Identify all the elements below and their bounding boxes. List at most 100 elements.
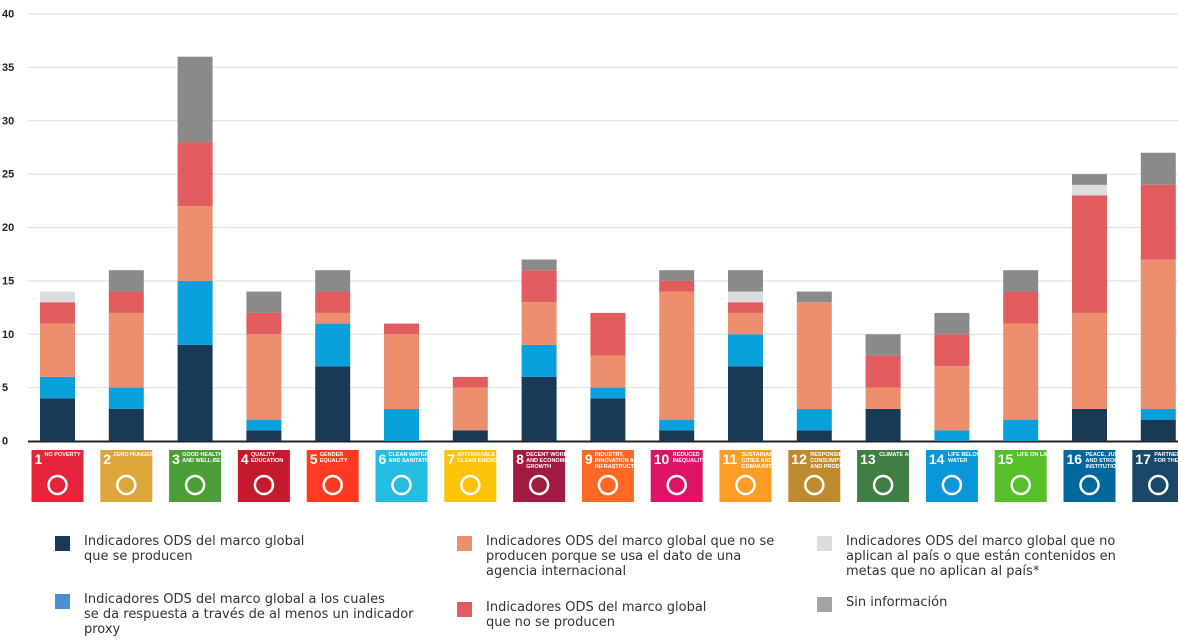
bar-segment bbox=[590, 398, 626, 441]
sdg-label: EQUALITY bbox=[320, 458, 348, 464]
sdg-pictogram-icon bbox=[666, 474, 687, 496]
sdg-label: FOR THE GOALS bbox=[1154, 458, 1178, 464]
bar-segment bbox=[1003, 270, 1039, 292]
sdg-label: COMMUNITIES bbox=[742, 464, 781, 470]
bar-segment bbox=[934, 430, 970, 441]
sdg-number: 9 bbox=[585, 451, 593, 467]
sdg-label: INNOVATION AND bbox=[595, 458, 642, 464]
bar-segment bbox=[246, 334, 282, 420]
sdg-label: GOOD HEALTH bbox=[182, 452, 222, 458]
sdg-label: AND WELL-BEING bbox=[182, 458, 230, 464]
sdg-number: 6 bbox=[379, 451, 387, 467]
sdg-number: 14 bbox=[929, 451, 945, 467]
legend-swatch bbox=[817, 536, 832, 551]
bar-segment bbox=[108, 387, 144, 409]
sdg-label: CITIES AND bbox=[742, 458, 773, 464]
sdg-number: 1 bbox=[35, 451, 43, 467]
sdg-label: LIFE BELOW bbox=[948, 452, 983, 458]
bar-segment bbox=[1003, 419, 1039, 441]
bar-segment bbox=[1003, 291, 1039, 324]
bar-segment bbox=[108, 291, 144, 313]
legend-item-produced: Indicadores ODS del marco global que se … bbox=[55, 534, 304, 564]
bar-segment bbox=[246, 430, 282, 441]
sdg-label: INFRASTRUCTURE bbox=[595, 464, 646, 470]
sdg-pictogram-icon bbox=[391, 474, 412, 496]
legend-item-no-info: Sin información bbox=[817, 595, 947, 612]
sdg-label: INDUSTRY, bbox=[595, 452, 624, 458]
legend: Indicadores ODS del marco global que se … bbox=[0, 528, 1178, 641]
sdg-label: AFFORDABLE AND bbox=[457, 452, 508, 458]
bar-segment bbox=[590, 355, 626, 388]
bar-segment bbox=[452, 376, 488, 388]
sdg-label: QUALITY bbox=[251, 452, 275, 458]
bar-segment bbox=[659, 280, 695, 292]
bar-segment bbox=[659, 270, 695, 281]
y-tick-label: 30 bbox=[2, 115, 14, 127]
bar-segment bbox=[728, 334, 763, 367]
legend-swatch bbox=[457, 536, 472, 551]
bar-segment bbox=[728, 312, 763, 335]
sdg-label: DECENT WORK bbox=[526, 452, 568, 458]
bar-segment bbox=[315, 291, 351, 313]
sdg-pictogram-icon bbox=[941, 474, 963, 496]
bar-segment bbox=[659, 419, 695, 431]
bar-segment bbox=[659, 291, 695, 420]
sdg-label: WATER bbox=[948, 458, 967, 464]
bar-segment bbox=[796, 291, 832, 303]
legend-label: Indicadores ODS del marco global que no … bbox=[846, 534, 1116, 579]
bar-segment bbox=[1003, 323, 1039, 420]
bar-segment bbox=[521, 344, 557, 377]
y-tick-label: 35 bbox=[2, 62, 14, 74]
bar-segment bbox=[246, 291, 282, 313]
sdg-label: CLEAN ENERGY bbox=[457, 458, 501, 464]
bar-segment bbox=[796, 302, 832, 409]
legend-label: Sin información bbox=[846, 595, 948, 610]
sdg-label: LIFE ON LAND bbox=[1017, 452, 1056, 458]
bar-segment bbox=[384, 408, 419, 441]
legend-item-proxy: Indicadores ODS del marco global a los c… bbox=[55, 592, 414, 637]
sdg-pictogram-icon bbox=[116, 474, 137, 496]
bar-segment bbox=[40, 291, 75, 303]
bars bbox=[40, 56, 1176, 441]
bar-segment bbox=[177, 344, 213, 441]
bar-segment bbox=[659, 430, 695, 441]
y-tick-label: 5 bbox=[2, 382, 8, 394]
sdg-number: 2 bbox=[103, 451, 111, 467]
bar-segment bbox=[315, 366, 351, 441]
bar-segment bbox=[246, 312, 282, 335]
sdg-label: RESPONSIBLE bbox=[810, 452, 850, 458]
bar-segment bbox=[934, 334, 970, 367]
bar-segment bbox=[177, 142, 213, 207]
sdg-label: REDUCED bbox=[673, 452, 700, 458]
sdg-pictogram-icon bbox=[47, 474, 68, 496]
sdg-number: 3 bbox=[172, 451, 180, 467]
bar-segment bbox=[40, 302, 75, 324]
bar-segment bbox=[934, 312, 970, 335]
bar-segment bbox=[1140, 419, 1176, 441]
bar-segment bbox=[728, 366, 763, 441]
bar-segment bbox=[796, 408, 832, 431]
bar-segment bbox=[1140, 408, 1176, 420]
bar-segment bbox=[521, 259, 557, 271]
sdg-pictogram-icon bbox=[1079, 474, 1100, 496]
bar-segment bbox=[796, 430, 832, 441]
bar-segment bbox=[728, 270, 763, 292]
sdg-label: AND SANITATION bbox=[389, 458, 435, 464]
sdg-label: CLIMATE ACTION bbox=[879, 452, 925, 458]
sdg-label: AND STRONG bbox=[1086, 458, 1123, 464]
y-tick-label: 10 bbox=[2, 329, 14, 341]
sdg-pictogram-icon bbox=[253, 474, 275, 496]
sdg-pictogram-icon bbox=[872, 474, 894, 496]
sdg-number: 17 bbox=[1135, 451, 1151, 467]
sdg-pictogram-icon bbox=[804, 474, 825, 496]
bar-segment bbox=[865, 355, 901, 388]
sdg-label: PEACE, JUSTICE bbox=[1086, 452, 1132, 458]
bar-segment bbox=[1072, 184, 1107, 196]
legend-swatch bbox=[457, 602, 472, 617]
y-tick-label: 20 bbox=[2, 222, 14, 234]
bar-segment bbox=[590, 387, 626, 399]
sdg-label: AND PRODUCTION bbox=[810, 464, 860, 470]
legend-label: Indicadores ODS del marco global que no … bbox=[486, 600, 707, 630]
sdg-number: 10 bbox=[654, 451, 670, 467]
sdg-number: 11 bbox=[723, 451, 738, 467]
